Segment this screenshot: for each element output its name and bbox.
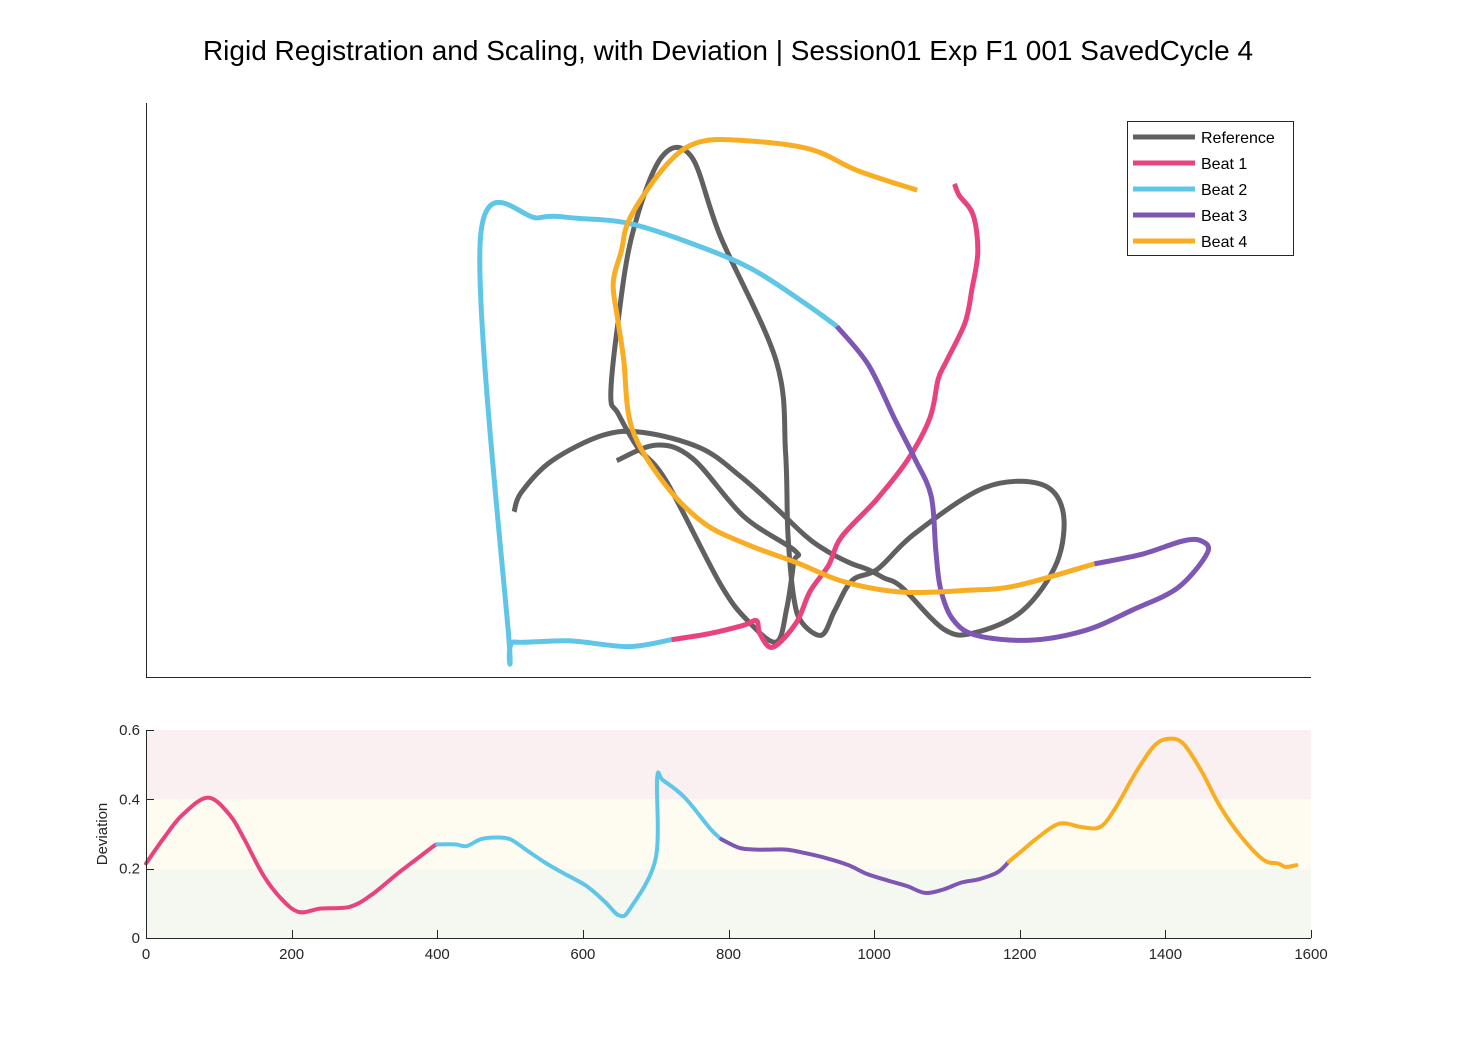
legend-box	[1127, 121, 1294, 256]
chart-title: Rigid Registration and Scaling, with Dev…	[203, 35, 1253, 66]
x-tick-label: 200	[279, 946, 304, 963]
trajectory-plot: Reference Beat 1 Beat 2 Beat 3 Beat 4	[146, 103, 1311, 678]
y-tick-label: 0	[132, 930, 140, 947]
legend-label-reference: Reference	[1201, 130, 1275, 147]
deviation-y-label: Deviation	[94, 803, 111, 866]
trajectory-series-group	[477, 137, 1212, 667]
x-tick-label: 1000	[857, 946, 890, 963]
deviation-plot: 0 200 400 600 800 1000 1200 1400 160000.20.40.6 …	[94, 722, 1328, 963]
deviation-ticks: 0 200 400 600 800 1000 1200 1400 1600 0 0.2 0.4 0.6	[119, 722, 1328, 963]
legend-label-beat-1: Beat 1	[1201, 156, 1247, 173]
trajectory-line-beat-2	[477, 199, 839, 667]
y-tick-label: 0.4	[119, 791, 140, 808]
deviation-line-beat-2	[435, 770, 724, 919]
deviation-line-beat-1	[144, 795, 440, 915]
x-tick-label: 600	[570, 946, 595, 963]
x-tick-label: 800	[716, 946, 741, 963]
x-tick-label: 400	[425, 946, 450, 963]
deviation-bands	[146, 730, 1311, 938]
deviation-band-mid	[146, 799, 1311, 869]
x-tick-label: 0	[142, 946, 150, 963]
deviation-series-group	[144, 736, 1299, 919]
legend: Reference Beat 1 Beat 2 Beat 3 Beat 4	[1127, 121, 1294, 256]
legend-label-beat-2: Beat 2	[1201, 182, 1247, 199]
x-tick-label: 1600	[1294, 946, 1327, 963]
deviation-band-low	[146, 868, 1311, 938]
legend-label-beat-3: Beat 3	[1201, 208, 1247, 225]
deviation-line-beat-3	[719, 837, 1011, 895]
trajectory-line-beat-4	[610, 137, 1095, 596]
x-tick-label: 1200	[1003, 946, 1036, 963]
x-tick-label: 1400	[1149, 946, 1182, 963]
y-tick-label: 0.2	[119, 861, 140, 878]
deviation-band-high	[146, 730, 1311, 800]
y-tick-label: 0.6	[119, 722, 140, 739]
deviation-line-beat-4	[1006, 736, 1299, 869]
trajectory-line-beat-3	[834, 324, 1212, 643]
trajectory-line-beat-1	[670, 182, 981, 650]
legend-label-beat-4: Beat 4	[1201, 234, 1247, 251]
trajectory-line-reference	[511, 144, 1067, 645]
